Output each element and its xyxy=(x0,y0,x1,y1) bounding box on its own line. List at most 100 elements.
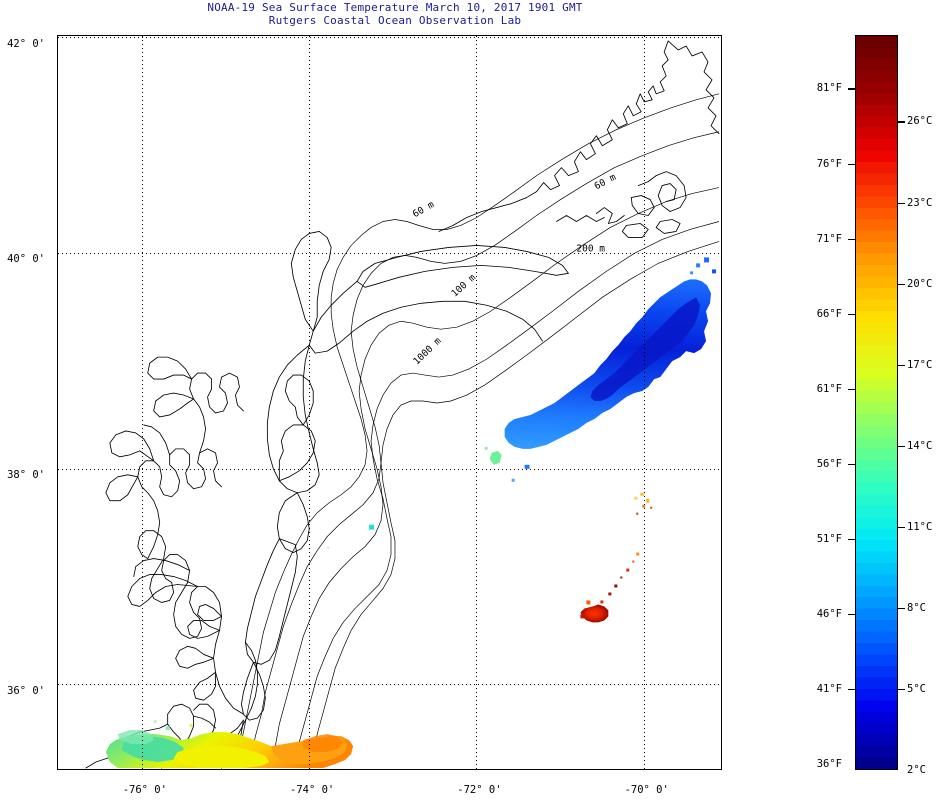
lon-tick--76.5-top xyxy=(104,35,105,36)
colorbar-tick-f-41 xyxy=(848,688,855,691)
lon-tick--71-bottom xyxy=(564,769,565,770)
lat-tick-40.5-left xyxy=(57,207,58,208)
lon-tick--74-top xyxy=(313,35,314,36)
colorbar-tick-c-17 xyxy=(898,364,905,366)
colorbar-tick-f-46 xyxy=(848,613,855,616)
lon-tick--70-bottom xyxy=(648,769,649,770)
lat-tick-37.5-left xyxy=(57,530,58,531)
sst-patch-cape-hatteras xyxy=(105,720,354,769)
lat-tick-39-right xyxy=(721,368,722,369)
lat-tick-41-right xyxy=(721,153,722,154)
lat-tick-36.5-right xyxy=(721,638,722,639)
lat-tick-36-right xyxy=(721,692,722,693)
lat-tick-40-right xyxy=(721,260,722,261)
lon-tick--72.5-bottom xyxy=(439,769,440,770)
lat-tick-37-left xyxy=(57,584,58,585)
colorbar-label-c-23: 23°C xyxy=(907,196,933,209)
lat-label-36: 36° 0' xyxy=(7,685,45,698)
lon-label--76: -76° 0' xyxy=(122,784,167,796)
colorbar-gradient xyxy=(856,36,897,769)
lat-tick-38.5-right xyxy=(721,422,722,423)
lon-tick--76-bottom xyxy=(146,769,147,770)
lon-tick--75-top xyxy=(229,35,230,36)
lat-tick-42-right xyxy=(721,45,722,46)
lat-tick-41-left xyxy=(57,153,58,154)
lon-tick--75.5-bottom xyxy=(188,769,189,770)
map-plot-area[interactable]: 60 m 60 m 200 m 100 m 1000 m xyxy=(57,35,722,770)
lon-tick--72.5-top xyxy=(439,35,440,36)
colorbar-label-c-11: 11°C xyxy=(907,520,933,533)
lat-tick-37.5-right xyxy=(721,530,722,531)
colorbar-label-c-5: 5°C xyxy=(907,682,926,695)
lat-tick-38-right xyxy=(721,476,722,477)
lon-tick--74.5-top xyxy=(271,35,272,36)
lat-tick-42-left xyxy=(57,45,58,46)
colorbar-tick-c-11 xyxy=(898,526,905,529)
lon-tick--73.5-top xyxy=(355,35,356,36)
lat-tick-41.5-right xyxy=(721,99,722,100)
lon-tick--72-top xyxy=(480,35,481,36)
lat-tick-39.5-right xyxy=(721,314,722,315)
lon-tick--76.5-bottom xyxy=(104,769,105,770)
lon-tick--75.5-top xyxy=(188,35,189,36)
lat-tick-36-left xyxy=(57,692,58,693)
lon-tick--73.5-bottom xyxy=(355,769,356,770)
colorbar-tick-f-71 xyxy=(848,238,855,240)
lat-tick-39.5-left xyxy=(57,314,58,315)
colorbar-tick-c-26 xyxy=(898,121,905,123)
bathy-label-200m: 200 m xyxy=(576,243,605,254)
lon-tick--76-top xyxy=(146,35,147,36)
colorbar-tick-f-56 xyxy=(848,463,855,466)
lat-tick-38-left xyxy=(57,476,58,477)
lat-tick-41.5-left xyxy=(57,99,58,100)
lon-tick--69.5-bottom xyxy=(690,769,691,770)
colorbar-label-c-20: 20°C xyxy=(907,277,933,290)
lat-tick-37-right xyxy=(721,584,722,585)
lon-tick--77-bottom xyxy=(62,769,63,770)
lat-tick-40-left xyxy=(57,260,58,261)
lat-tick-39-left xyxy=(57,368,58,369)
lon-tick--74.5-bottom xyxy=(271,769,272,770)
lon-tick--71-top xyxy=(564,35,565,36)
lon-tick--73-top xyxy=(397,35,398,36)
lon-tick--71.5-top xyxy=(522,35,523,36)
lat-tick-35.5-left xyxy=(57,746,58,747)
colorbar-tick-c-5 xyxy=(898,688,905,691)
title-line-1: NOAA-19 Sea Surface Temperature March 10… xyxy=(207,1,583,14)
colorbar-tick-c-23 xyxy=(898,202,905,204)
colorbar-label-c-14: 14°C xyxy=(907,439,933,452)
colorbar-tick-f-66 xyxy=(848,313,855,315)
colorbar-tick-c-20 xyxy=(898,283,905,285)
lon-tick--75-bottom xyxy=(229,769,230,770)
figure-title: NOAA-19 Sea Surface Temperature March 10… xyxy=(0,1,790,27)
lon-tick--69.5-top xyxy=(690,35,691,36)
lon-tick--74-bottom xyxy=(313,769,314,770)
colorbar-tick-c-8 xyxy=(898,607,905,610)
colorbar-tick-f-51 xyxy=(848,538,855,541)
lat-tick-36.5-left xyxy=(57,638,58,639)
lon-tick--70-top xyxy=(648,35,649,36)
lon-label--70: -70° 0' xyxy=(624,784,669,796)
lon-tick--77-top xyxy=(62,35,63,36)
colorbar-label-c-2: 2°C xyxy=(907,764,926,776)
lat-tick-40.5-right xyxy=(721,207,722,208)
lon-tick--72-bottom xyxy=(480,769,481,770)
lon-tick--70.5-top xyxy=(606,35,607,36)
lon-tick--73-bottom xyxy=(397,769,398,770)
colorbar-label-c-8: 8°C xyxy=(907,601,926,614)
colorbar[interactable] xyxy=(855,35,898,770)
sst-patch-offshore-warm xyxy=(580,492,653,623)
sst-patch-northeast-cold xyxy=(484,257,717,482)
lat-label-38: 38° 0' xyxy=(7,469,45,482)
lat-tick-38.5-left xyxy=(57,422,58,423)
colorbar-tick-c-14 xyxy=(898,445,905,448)
colorbar-label-c-26: 26°C xyxy=(907,115,933,128)
title-line-2: Rutgers Coastal Ocean Observation Lab xyxy=(268,14,522,27)
lon-tick--70.5-bottom xyxy=(606,769,607,770)
lat-tick-35.5-right xyxy=(721,746,722,747)
colorbar-tick-f-76 xyxy=(848,163,855,165)
colorbar-label-c-17: 17°C xyxy=(907,358,933,371)
lat-label-42: 42° 0' xyxy=(7,37,45,50)
lat-label-40: 40° 0' xyxy=(7,253,45,266)
